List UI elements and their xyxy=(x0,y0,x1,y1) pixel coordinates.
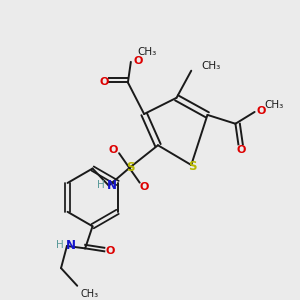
Text: N: N xyxy=(65,238,76,252)
Text: S: S xyxy=(188,160,197,173)
Text: CH₃: CH₃ xyxy=(264,100,284,110)
Text: H: H xyxy=(56,240,63,250)
Text: O: O xyxy=(109,145,118,155)
Text: O: O xyxy=(99,77,109,88)
Text: O: O xyxy=(106,246,115,256)
Text: CH₃: CH₃ xyxy=(202,61,221,71)
Text: H: H xyxy=(97,180,104,190)
Text: CH₃: CH₃ xyxy=(81,289,99,299)
Text: CH₃: CH₃ xyxy=(137,46,157,57)
Text: S: S xyxy=(126,161,134,174)
Text: O: O xyxy=(133,56,142,66)
Text: O: O xyxy=(236,145,245,155)
Text: O: O xyxy=(257,106,266,116)
Text: N: N xyxy=(107,178,117,191)
Text: O: O xyxy=(140,182,149,192)
